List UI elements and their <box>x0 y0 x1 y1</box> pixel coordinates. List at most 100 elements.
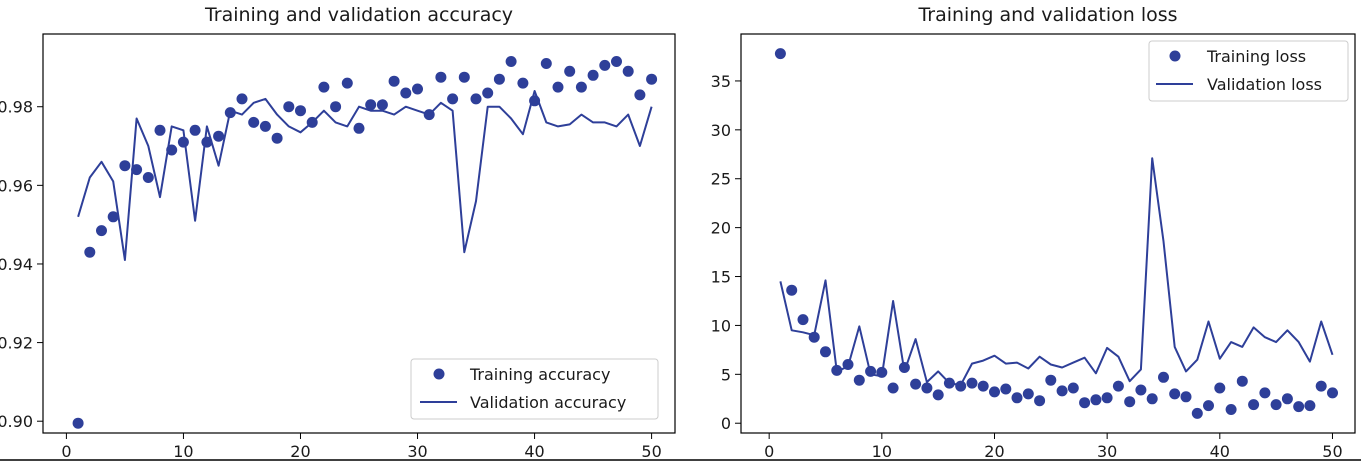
data-point <box>1270 399 1282 411</box>
data-point <box>1124 396 1136 408</box>
legend-label-training-accuracy: Training accuracy <box>469 365 610 384</box>
data-point <box>1327 387 1338 399</box>
data-point <box>1056 385 1068 397</box>
data-point <box>865 365 877 377</box>
data-point <box>1158 371 1169 383</box>
data-point <box>1203 400 1214 412</box>
data-point <box>1293 401 1305 413</box>
data-point <box>1236 375 1248 387</box>
data-point <box>1022 388 1034 400</box>
legend-marker-training-loss <box>1169 50 1181 62</box>
data-point <box>493 73 505 85</box>
data-point <box>96 225 107 237</box>
data-point <box>1034 395 1046 407</box>
x-tick-label: 40 <box>524 442 544 461</box>
data-point <box>259 120 271 132</box>
x-tick-label: 10 <box>872 442 892 461</box>
x-tick-label: 30 <box>407 442 427 461</box>
y-tick-label: 0.90 <box>0 412 33 431</box>
data-point <box>1304 400 1316 412</box>
data-point <box>341 77 353 89</box>
data-point <box>72 417 84 429</box>
data-point <box>447 93 459 105</box>
data-point <box>84 246 96 258</box>
data-point <box>876 366 888 378</box>
x-tick-label: 50 <box>1322 442 1342 461</box>
chart-title: Training and validation accuracy <box>204 4 513 26</box>
data-point <box>921 382 933 394</box>
data-point <box>898 362 910 373</box>
data-point <box>966 377 978 389</box>
data-point <box>435 71 447 83</box>
y-tick-label: 10 <box>711 316 731 335</box>
legend-label-training-loss: Training loss <box>1206 47 1306 66</box>
data-point <box>283 101 295 113</box>
y-tick-label: 25 <box>711 170 731 189</box>
data-point <box>1214 382 1226 394</box>
x-tick-label: 10 <box>173 442 193 461</box>
data-point <box>306 116 318 128</box>
data-point <box>540 58 552 69</box>
data-point <box>412 83 423 95</box>
data-point <box>142 172 154 183</box>
data-point <box>1169 388 1181 400</box>
data-point <box>977 380 989 392</box>
data-point <box>1045 374 1057 386</box>
data-point <box>1146 393 1158 405</box>
y-tick-label: 0.94 <box>0 255 33 274</box>
series-line-validation-accuracy <box>77 90 653 261</box>
data-point <box>786 284 798 296</box>
data-point <box>177 136 189 148</box>
data-point <box>201 136 213 148</box>
y-tick-label: 0 <box>721 414 731 433</box>
data-point <box>774 48 786 60</box>
data-point <box>1112 380 1124 392</box>
data-point <box>388 75 400 87</box>
x-tick-label: 20 <box>984 442 1004 461</box>
x-tick-label: 30 <box>1097 442 1117 461</box>
plot-area <box>72 56 658 429</box>
data-point <box>989 386 1000 398</box>
data-point <box>634 89 646 101</box>
data-point <box>599 59 611 71</box>
data-point <box>517 77 529 89</box>
data-point <box>1191 407 1203 419</box>
data-point <box>271 132 283 144</box>
y-tick-label: 15 <box>711 268 731 287</box>
plot-frame <box>740 33 1356 434</box>
legend-box <box>1148 40 1349 102</box>
data-point <box>365 99 377 111</box>
loss-chart: Training and validation loss 0 10 20 30 40 50… <box>711 4 1356 461</box>
axis-ticks: 0 10 20 30 40 50 0.90 0.92 0.94 0.96 0.98 <box>0 98 662 461</box>
data-point <box>853 374 865 386</box>
x-tick-label: 50 <box>641 442 661 461</box>
data-point <box>932 389 944 401</box>
x-tick-label: 20 <box>290 442 310 461</box>
data-point <box>376 99 388 111</box>
data-point <box>213 130 225 142</box>
legend-label-validation-accuracy: Validation accuracy <box>470 393 626 412</box>
y-tick-label: 35 <box>711 72 731 91</box>
data-point <box>505 56 517 67</box>
y-tick-label: 20 <box>711 219 731 238</box>
chart-title: Training and validation loss <box>917 4 1177 26</box>
data-point <box>587 69 599 81</box>
accuracy-chart: Training and validation accuracy 0 10 20 30… <box>0 4 676 461</box>
legend: Training accuracy Validation accuracy <box>410 358 659 420</box>
data-point <box>1067 382 1079 394</box>
data-point <box>1180 391 1192 403</box>
data-point <box>458 71 470 83</box>
data-point <box>646 73 658 85</box>
series-line-validation-loss <box>779 157 1334 387</box>
data-point <box>318 81 330 93</box>
data-point <box>887 382 899 394</box>
data-point <box>330 101 342 113</box>
data-point <box>820 346 831 358</box>
plot-frame <box>42 33 676 434</box>
x-tick-label: 40 <box>1210 442 1230 461</box>
data-point <box>1090 394 1102 406</box>
data-point <box>224 107 236 119</box>
data-point <box>611 56 622 67</box>
legend-box <box>410 358 659 420</box>
legend: Training loss Validation loss <box>1148 40 1349 102</box>
